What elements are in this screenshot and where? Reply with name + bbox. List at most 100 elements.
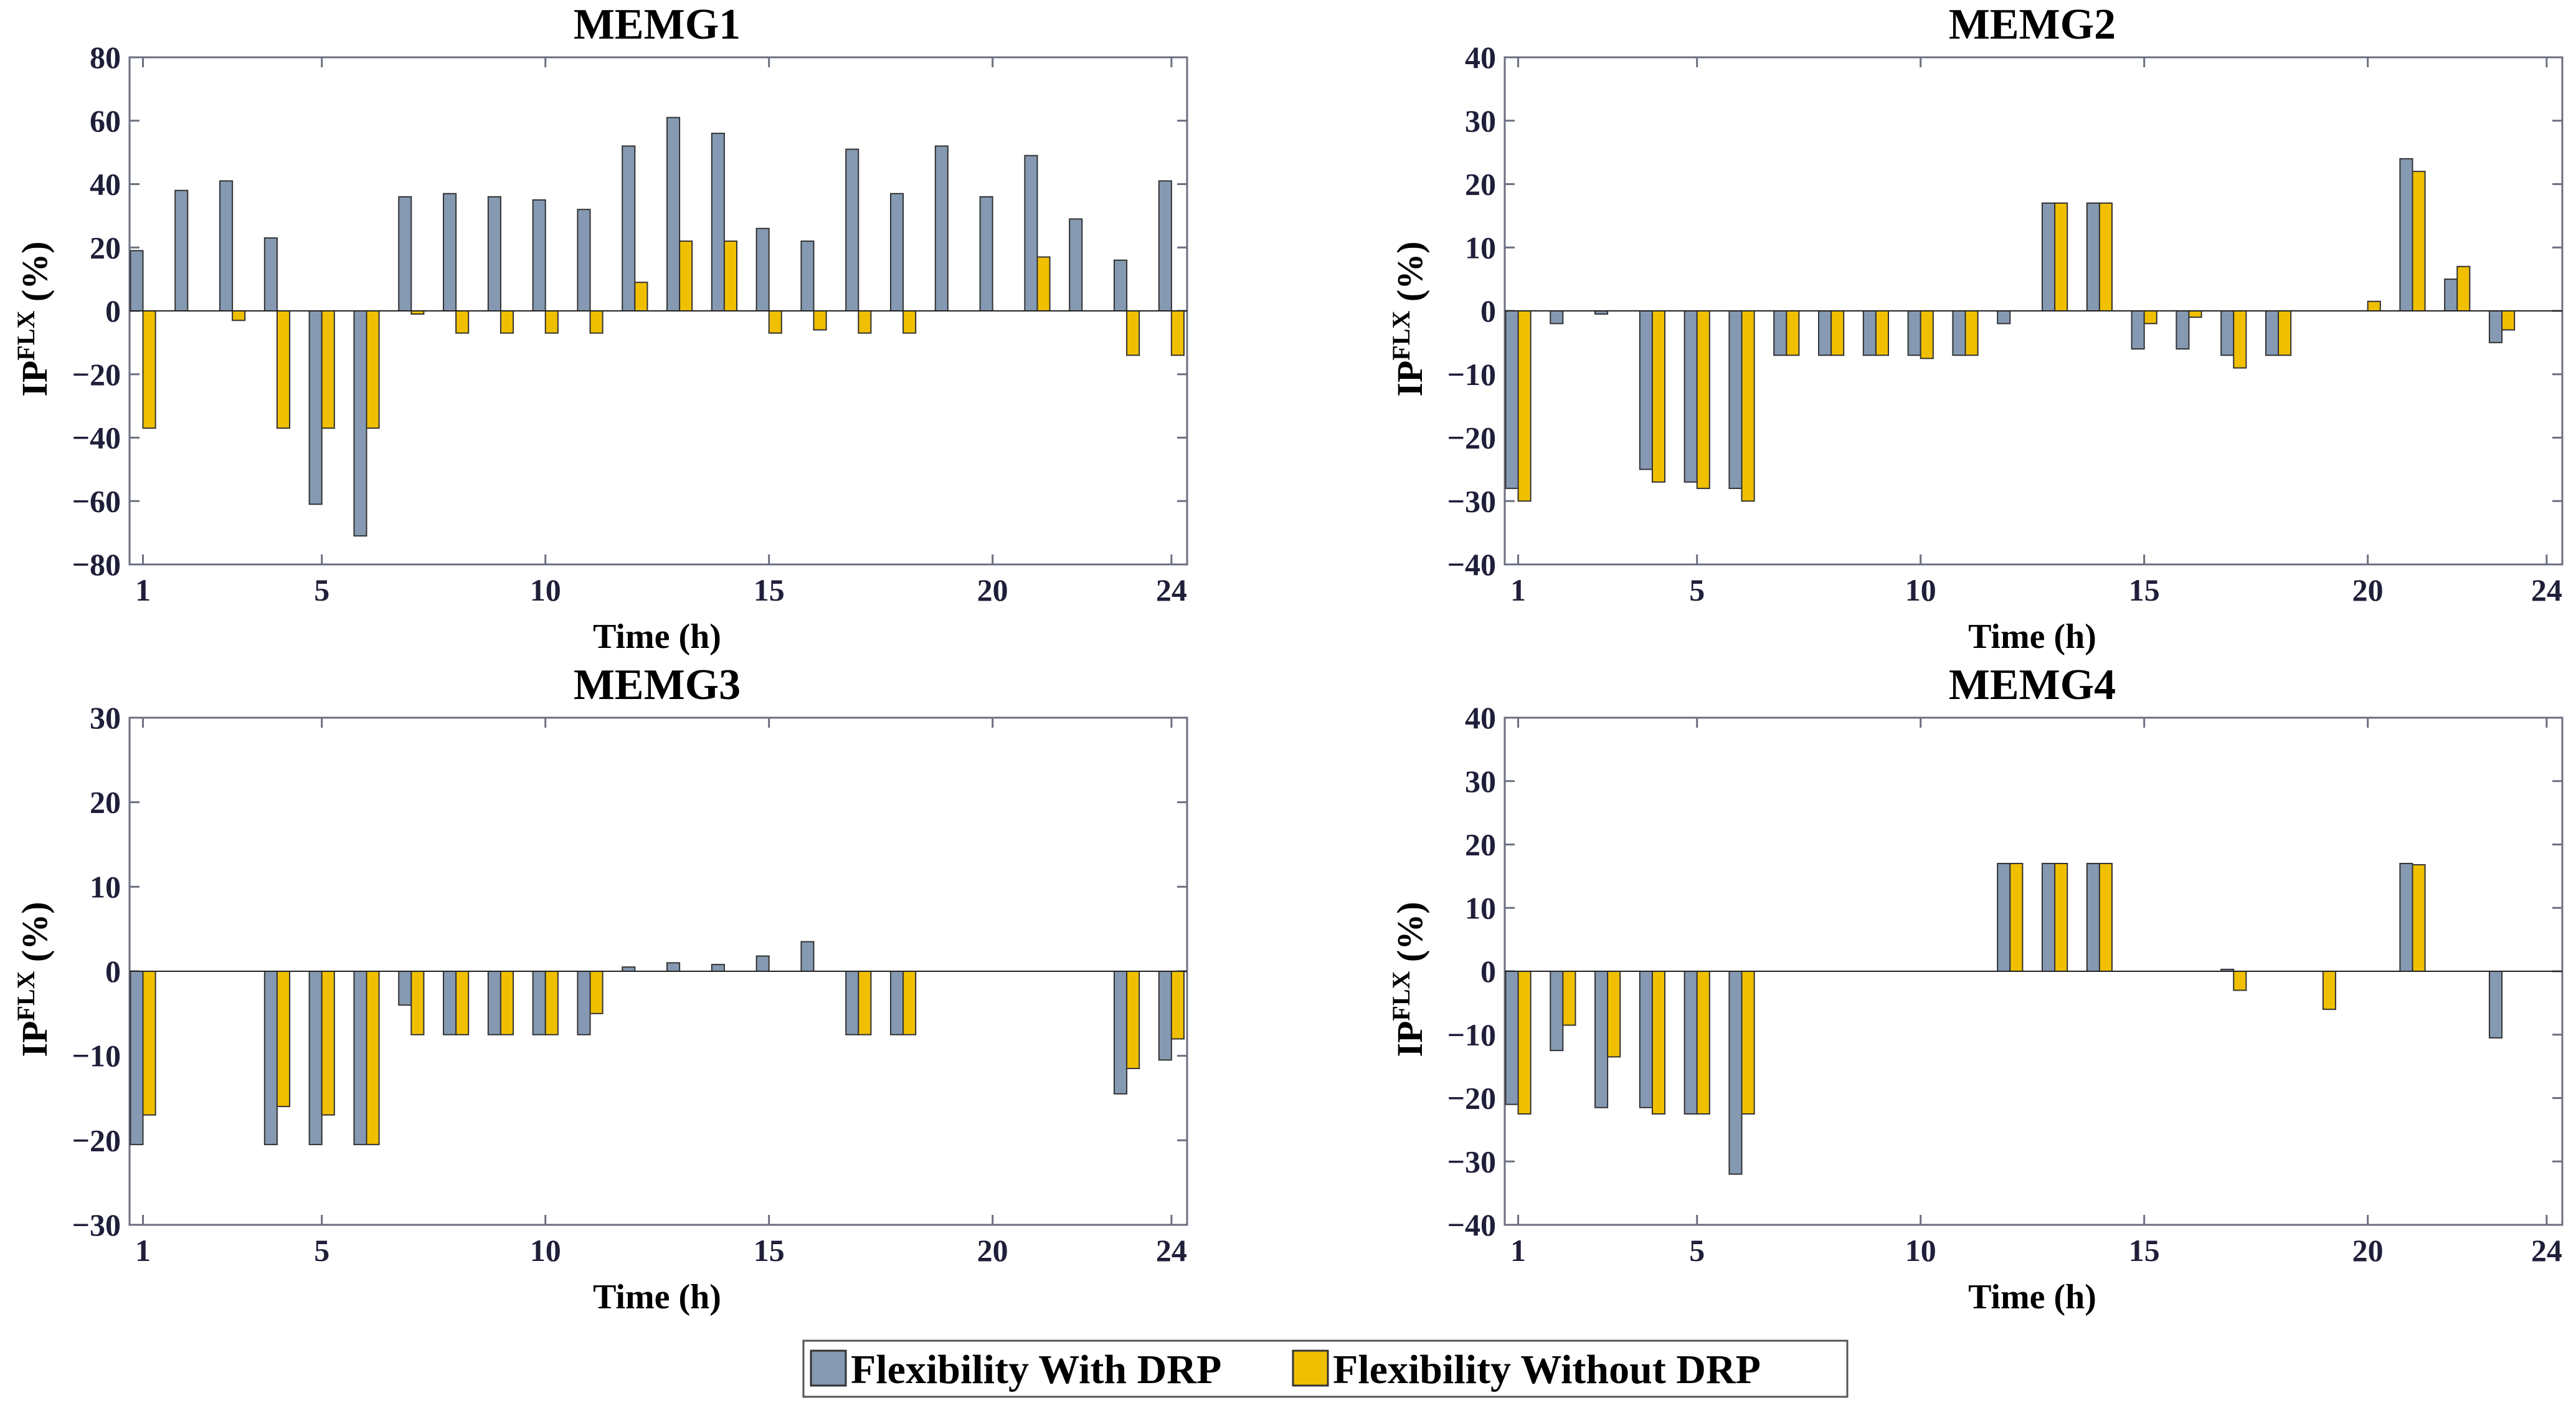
bar-without-drp — [902, 310, 917, 334]
panel-memg2: MEMG2 IPFLX (%) Time (h) −40 −30 −20 −10 0 10… — [1387, 1, 2564, 656]
y-tick-label: 30 — [1465, 764, 1496, 799]
bar-without-drp — [544, 310, 559, 334]
y-tick-label: 0 — [1480, 293, 1496, 328]
bar-with-drp — [2086, 863, 2100, 973]
bar-with-drp — [979, 196, 993, 312]
chart-title: MEMG1 — [574, 1, 741, 49]
legend-label-without-drp: Flexibility Without DRP — [1333, 1347, 1761, 1392]
y-tick-label: −30 — [72, 1207, 121, 1242]
bar-without-drp — [1741, 310, 1755, 502]
bar-without-drp — [2054, 202, 2068, 312]
bar-without-drp — [1517, 971, 1532, 1115]
bar-with-drp — [1862, 310, 1877, 356]
y-tick-label: 30 — [1465, 103, 1496, 138]
bar-without-drp — [1651, 971, 1666, 1115]
x-tick-label: 24 — [1156, 573, 1187, 607]
bar-without-drp — [2412, 864, 2426, 973]
bar-without-drp — [1920, 310, 1934, 359]
bar-with-drp — [1024, 155, 1038, 312]
bar-without-drp — [2322, 971, 2336, 1011]
bar-with-drp — [219, 180, 234, 312]
bar-without-drp — [1607, 971, 1621, 1058]
x-tick-label: 5 — [1689, 1233, 1705, 1268]
x-tick-label: 1 — [135, 1233, 151, 1268]
bar-without-drp — [142, 310, 156, 429]
bar-without-drp — [2143, 310, 2157, 325]
bar-without-drp — [589, 971, 604, 1014]
x-tick-label: 20 — [2352, 573, 2384, 607]
bar-with-drp — [845, 148, 859, 312]
bar-with-drp — [398, 196, 412, 312]
y-tick-label: 20 — [90, 230, 121, 265]
bar-with-drp — [711, 133, 725, 312]
chart-title: MEMG4 — [1949, 661, 2116, 709]
bar-without-drp — [1562, 971, 1576, 1026]
bar-without-drp — [589, 310, 604, 334]
bar-without-drp — [1170, 310, 1185, 356]
y-axis-label: IPFLX (%) — [1387, 241, 1430, 396]
bar-with-drp — [263, 971, 278, 1146]
bar-without-drp — [2278, 310, 2292, 356]
chart-title: MEMG2 — [1949, 1, 2116, 49]
bar-with-drp — [2488, 310, 2503, 343]
legend-label-with-drp: Flexibility With DRP — [851, 1347, 1221, 1392]
y-tick-label: −40 — [72, 421, 121, 455]
y-tick-label: 60 — [90, 103, 121, 138]
bar-without-drp — [723, 240, 738, 312]
bar-with-drp — [1550, 310, 1564, 325]
bar-with-drp — [2444, 278, 2458, 312]
bar-without-drp — [1786, 310, 1800, 356]
bar-with-drp — [1997, 310, 2011, 325]
bar-without-drp — [1517, 310, 1532, 502]
bar-with-drp — [353, 971, 367, 1146]
bar-without-drp — [321, 971, 335, 1116]
y-tick-label: −20 — [1447, 421, 1497, 455]
x-axis-label: Time (h) — [1968, 617, 2096, 656]
bar-with-drp — [1952, 310, 1966, 356]
bar-without-drp — [232, 310, 246, 321]
bar-without-drp — [2233, 310, 2247, 369]
bar-with-drp — [1728, 971, 1743, 1175]
bar-with-drp — [1158, 180, 1172, 312]
y-tick-label: 0 — [1480, 954, 1496, 989]
x-tick-label: 5 — [314, 1233, 329, 1268]
y-tick-label: −10 — [72, 1039, 121, 1073]
y-tick-label: 80 — [90, 40, 121, 75]
chart-title: MEMG3 — [574, 661, 741, 709]
bar-without-drp — [544, 971, 559, 1035]
bar-without-drp — [500, 310, 514, 334]
y-tick-label: −60 — [72, 483, 121, 518]
y-tick-label: −80 — [72, 547, 121, 582]
x-tick-label: 10 — [1905, 573, 1936, 607]
y-tick-label: 10 — [1465, 890, 1496, 925]
legend-swatch-without-drp — [1292, 1349, 1329, 1387]
bar-with-drp — [755, 227, 770, 312]
bar-without-drp — [276, 310, 291, 429]
bar-without-drp — [2098, 202, 2113, 312]
bar-with-drp — [353, 310, 367, 537]
y-tick-label: −30 — [1447, 1144, 1497, 1179]
x-tick-label: 20 — [2352, 1233, 2384, 1268]
bar-without-drp — [858, 310, 872, 334]
x-tick-label: 15 — [2129, 573, 2160, 607]
bar-with-drp — [174, 189, 189, 312]
bar-with-drp — [1550, 971, 1564, 1052]
bar-with-drp — [889, 193, 904, 312]
bar-with-drp — [443, 193, 457, 312]
y-axis-label: IPFLX (%) — [1387, 901, 1430, 1057]
bar-without-drp — [813, 310, 827, 331]
bar-with-drp — [1113, 971, 1128, 1095]
bar-with-drp — [1683, 310, 1698, 483]
x-tick-label: 15 — [754, 1233, 785, 1268]
bar-without-drp — [679, 240, 693, 312]
bar-with-drp — [1639, 310, 1653, 470]
bar-without-drp — [366, 971, 380, 1146]
bar-without-drp — [455, 971, 470, 1035]
y-tick-label: −40 — [1447, 547, 1497, 582]
bar-without-drp — [455, 310, 470, 334]
bar-without-drp — [2233, 971, 2247, 991]
bar-with-drp — [889, 971, 904, 1035]
x-tick-label: 24 — [2531, 1233, 2562, 1268]
